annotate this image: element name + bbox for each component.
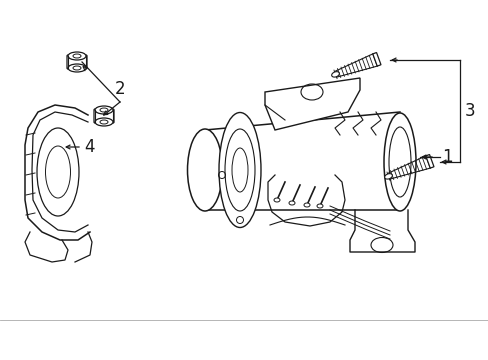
Ellipse shape <box>95 118 113 126</box>
Ellipse shape <box>304 203 309 207</box>
Polygon shape <box>372 53 380 66</box>
Ellipse shape <box>288 201 294 205</box>
Ellipse shape <box>95 106 113 114</box>
Ellipse shape <box>384 174 391 179</box>
Ellipse shape <box>316 204 323 208</box>
Text: 2: 2 <box>115 80 125 98</box>
Polygon shape <box>264 78 359 130</box>
Polygon shape <box>425 154 433 168</box>
Ellipse shape <box>219 112 261 228</box>
Ellipse shape <box>187 129 222 211</box>
Text: 3: 3 <box>464 102 475 120</box>
Text: 4: 4 <box>84 138 94 156</box>
Ellipse shape <box>383 113 415 211</box>
Ellipse shape <box>68 64 86 72</box>
Ellipse shape <box>273 198 280 202</box>
FancyBboxPatch shape <box>67 55 87 69</box>
FancyBboxPatch shape <box>94 109 114 123</box>
Text: 1: 1 <box>441 148 452 166</box>
Ellipse shape <box>331 72 339 77</box>
Ellipse shape <box>37 128 79 216</box>
Ellipse shape <box>68 52 86 60</box>
